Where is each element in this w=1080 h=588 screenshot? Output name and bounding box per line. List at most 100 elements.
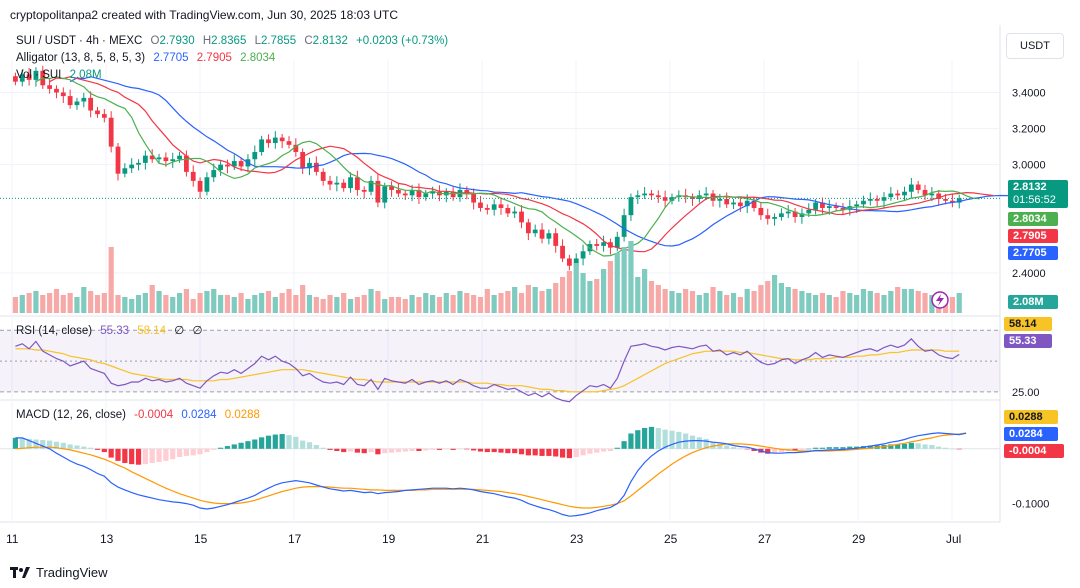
axes: 2.4000 3.0000 3.2000 3.4000 25.00 -0.1000 11 13… — [6, 87, 1049, 546]
macd-hist-bar — [867, 445, 873, 449]
volume-bar — [860, 289, 867, 313]
currency-button[interactable]: USDT — [1006, 33, 1064, 59]
macd-hist-bar — [580, 448, 586, 456]
volume-bar — [115, 295, 121, 313]
rsi-empty-2: ∅ — [192, 325, 203, 337]
volume-bar — [512, 287, 518, 313]
volume-bar — [416, 297, 422, 313]
volume-bar — [942, 301, 949, 313]
alligator-jaw-line — [69, 76, 1014, 247]
candle-body — [505, 207, 511, 214]
volume-bar — [888, 291, 894, 313]
candle-body — [662, 197, 668, 201]
candle-body — [560, 245, 565, 259]
macd-hist-bar — [600, 448, 607, 452]
rsi-badge: 55.33 — [1004, 334, 1052, 348]
volume-bar — [621, 247, 627, 313]
volume-bar — [142, 293, 148, 313]
candle-body — [478, 202, 483, 208]
volume-pane — [12, 241, 962, 313]
macd-hist-bar — [88, 447, 94, 449]
volume-bar — [306, 295, 313, 313]
candle-body — [792, 211, 798, 217]
candle-body — [430, 191, 436, 194]
macd-hist-bar — [395, 448, 402, 453]
macd-hist-bar — [101, 448, 107, 453]
volume-bar — [566, 271, 572, 313]
candle-body — [26, 74, 32, 80]
macd-hist-bar — [498, 448, 504, 453]
macd-label[interactable]: MACD (12, 26, close) — [16, 409, 126, 421]
macd-hist-bar — [942, 447, 949, 449]
volume-legend[interactable]: Vol · SUI 2.08M — [16, 69, 107, 81]
candle-body — [320, 171, 326, 181]
macd-hist-bar — [74, 445, 80, 449]
price-tick-label: 3.0000 — [1012, 160, 1046, 172]
macd-hist-bar — [12, 437, 19, 449]
volume-bar — [176, 293, 183, 313]
candle-body — [95, 110, 100, 115]
macd-legend[interactable]: MACD (12, 26, close) -0.0004 0.0284 0.02… — [16, 409, 265, 421]
alligator-lips-value: 2.8034 — [240, 52, 276, 64]
macd-hist-bar — [799, 448, 805, 450]
volume-label[interactable]: Vol · SUI — [16, 69, 62, 81]
volume-bar — [826, 295, 832, 313]
macd-hist-bar — [744, 448, 750, 450]
rsi-label[interactable]: RSI (14, close) — [16, 325, 93, 337]
volume-bar — [771, 275, 778, 313]
tradingview-footer[interactable]: TradingView — [10, 565, 108, 580]
candle-body — [101, 114, 107, 118]
volume-bar — [265, 291, 272, 313]
macd-hist-bar — [19, 438, 25, 449]
volume-bar — [799, 291, 805, 313]
alligator-legend[interactable]: Alligator (13, 8, 5, 8, 5, 3) 2.7705 2.7… — [16, 52, 280, 64]
macd-hist-bar — [471, 448, 477, 451]
volume-bar — [354, 297, 360, 313]
candle-body — [190, 171, 196, 181]
macd-hist-bar — [901, 443, 908, 449]
candle-body — [874, 198, 880, 201]
volume-bar — [156, 291, 162, 313]
macd-hist-bar — [717, 443, 723, 449]
symbol-label[interactable]: SUI / USDT · 4h · MEXC — [16, 35, 143, 47]
macd-hist-bar — [402, 448, 408, 452]
volume-bar — [847, 293, 853, 313]
macd-hist-bar — [532, 448, 538, 456]
candle-body — [272, 137, 278, 144]
candle-body — [888, 193, 894, 198]
candle-body — [710, 193, 716, 201]
rsi-legend[interactable]: RSI (14, close) 55.33 58.14 ∅ ∅ — [16, 323, 208, 337]
price-tick-label: 2.4000 — [1012, 268, 1046, 280]
alligator-jaw-value: 2.7705 — [153, 52, 189, 64]
candle-body — [13, 76, 18, 82]
volume-bar — [689, 291, 696, 313]
volume-bar — [546, 289, 552, 313]
volume-bar — [518, 293, 525, 313]
volume-bar — [47, 293, 53, 313]
time-tick-label: Jul — [946, 532, 961, 546]
volume-bar — [956, 293, 962, 313]
macd-hist-bar — [224, 446, 231, 449]
time-tick-label: 13 — [100, 532, 114, 546]
alligator-label[interactable]: Alligator (13, 8, 5, 8, 5, 3) — [16, 52, 146, 64]
candle-body — [820, 202, 825, 208]
volume-bar — [122, 297, 128, 313]
macd-hist-bar — [737, 448, 743, 450]
candle-body — [546, 233, 552, 239]
macd-hist-value: -0.0004 — [134, 409, 174, 421]
candle-body — [259, 139, 265, 153]
candle-body — [327, 180, 333, 185]
candle-body — [895, 193, 901, 196]
volume-bar — [286, 289, 292, 313]
macd-hist-bar — [286, 435, 292, 449]
volume-bar — [792, 289, 798, 313]
macd-hist-bar — [306, 442, 313, 449]
macd-hist-bar — [238, 442, 244, 449]
candle-body — [806, 209, 812, 214]
symbol-legend[interactable]: SUI / USDT · 4h · MEXC O2.7930 H2.8365 L… — [16, 35, 453, 47]
macd-hist-bar — [765, 448, 771, 454]
volume-bar — [88, 291, 94, 313]
volume-bar — [375, 291, 381, 313]
